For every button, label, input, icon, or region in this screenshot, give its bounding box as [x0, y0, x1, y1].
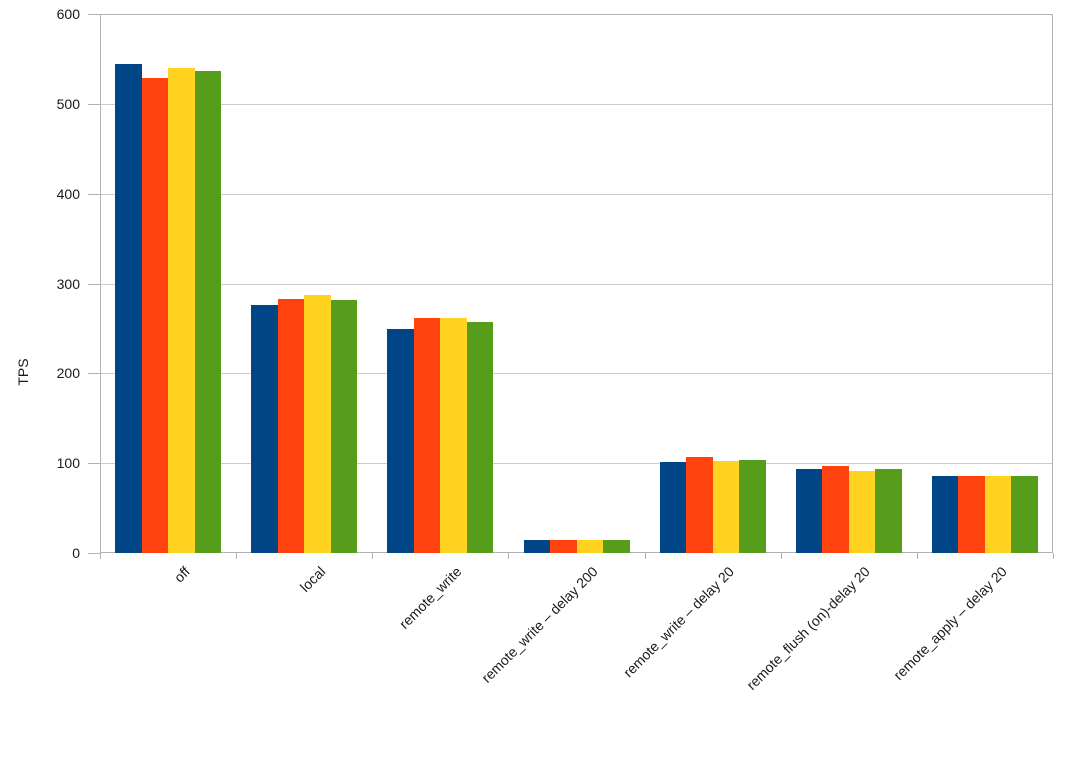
bar [931, 475, 959, 553]
bar [603, 540, 630, 553]
x-axis-tick-mark [372, 553, 374, 559]
x-axis-tick-mark [236, 553, 238, 559]
bar [550, 540, 577, 553]
gridline-100 [101, 463, 1052, 465]
y-axis-tick-mark [88, 283, 100, 285]
bar [277, 298, 305, 553]
gridline-200 [101, 373, 1052, 375]
bar [686, 456, 713, 553]
x-axis-category-label: local [297, 563, 329, 595]
gridline-500 [101, 103, 1052, 105]
x-axis-tick-mark [1053, 553, 1054, 559]
x-axis-tick-mark [780, 553, 782, 559]
y-axis-tick-mark [88, 373, 100, 375]
x-axis-category-label: remote_apply – delay 20 [889, 563, 1010, 684]
x-axis-category-label: remote_write [396, 563, 465, 632]
bar [141, 77, 169, 553]
bar [659, 462, 687, 553]
bar [168, 67, 195, 553]
x-axis-tick-mark [644, 553, 646, 559]
bar [795, 468, 823, 553]
bar [875, 468, 902, 553]
gridline-300 [101, 283, 1052, 285]
bar [712, 461, 740, 553]
y-axis-tick-label: 200 [56, 365, 80, 382]
y-axis-tick-mark [88, 463, 100, 465]
y-axis-tick-mark [88, 103, 100, 105]
bar [848, 471, 876, 553]
bar [330, 299, 358, 553]
bar [984, 475, 1012, 553]
y-axis-tick-label: 300 [56, 275, 80, 292]
x-axis-category-label: off [170, 563, 193, 586]
x-axis-category-label: remote_write – delay 20 [620, 563, 738, 681]
x-axis-category-label: remote_flush (on)-delay 20 [743, 563, 874, 693]
x-axis-category-label: remote_write – delay 200 [478, 563, 602, 686]
gridline-400 [101, 193, 1052, 195]
bar [115, 64, 142, 553]
bar [413, 317, 441, 553]
x-axis-tick-mark [916, 553, 918, 559]
x-axis-tick-mark [100, 553, 101, 559]
plot-area [100, 14, 1053, 553]
y-axis-tick-label: 400 [56, 185, 80, 202]
y-axis-tick-mark [88, 193, 100, 195]
bar [523, 540, 550, 553]
y-axis-tick-mark [88, 14, 100, 15]
bar [466, 322, 494, 553]
bar [1011, 475, 1038, 553]
bar [822, 465, 849, 553]
y-axis-tick-label: 600 [56, 6, 80, 22]
bar [251, 305, 278, 553]
y-axis-tick-mark [88, 553, 100, 554]
x-axis-tick-mark [508, 553, 510, 559]
bar [440, 317, 467, 553]
bar [387, 329, 414, 553]
bar [194, 70, 222, 553]
bar [739, 460, 766, 553]
y-axis-tick-label: 0 [72, 545, 80, 561]
y-axis-tick-label: 500 [56, 95, 80, 112]
bar [576, 540, 603, 553]
y-axis-tick-label: 100 [56, 455, 80, 472]
bar [958, 475, 985, 553]
bar [304, 295, 331, 553]
